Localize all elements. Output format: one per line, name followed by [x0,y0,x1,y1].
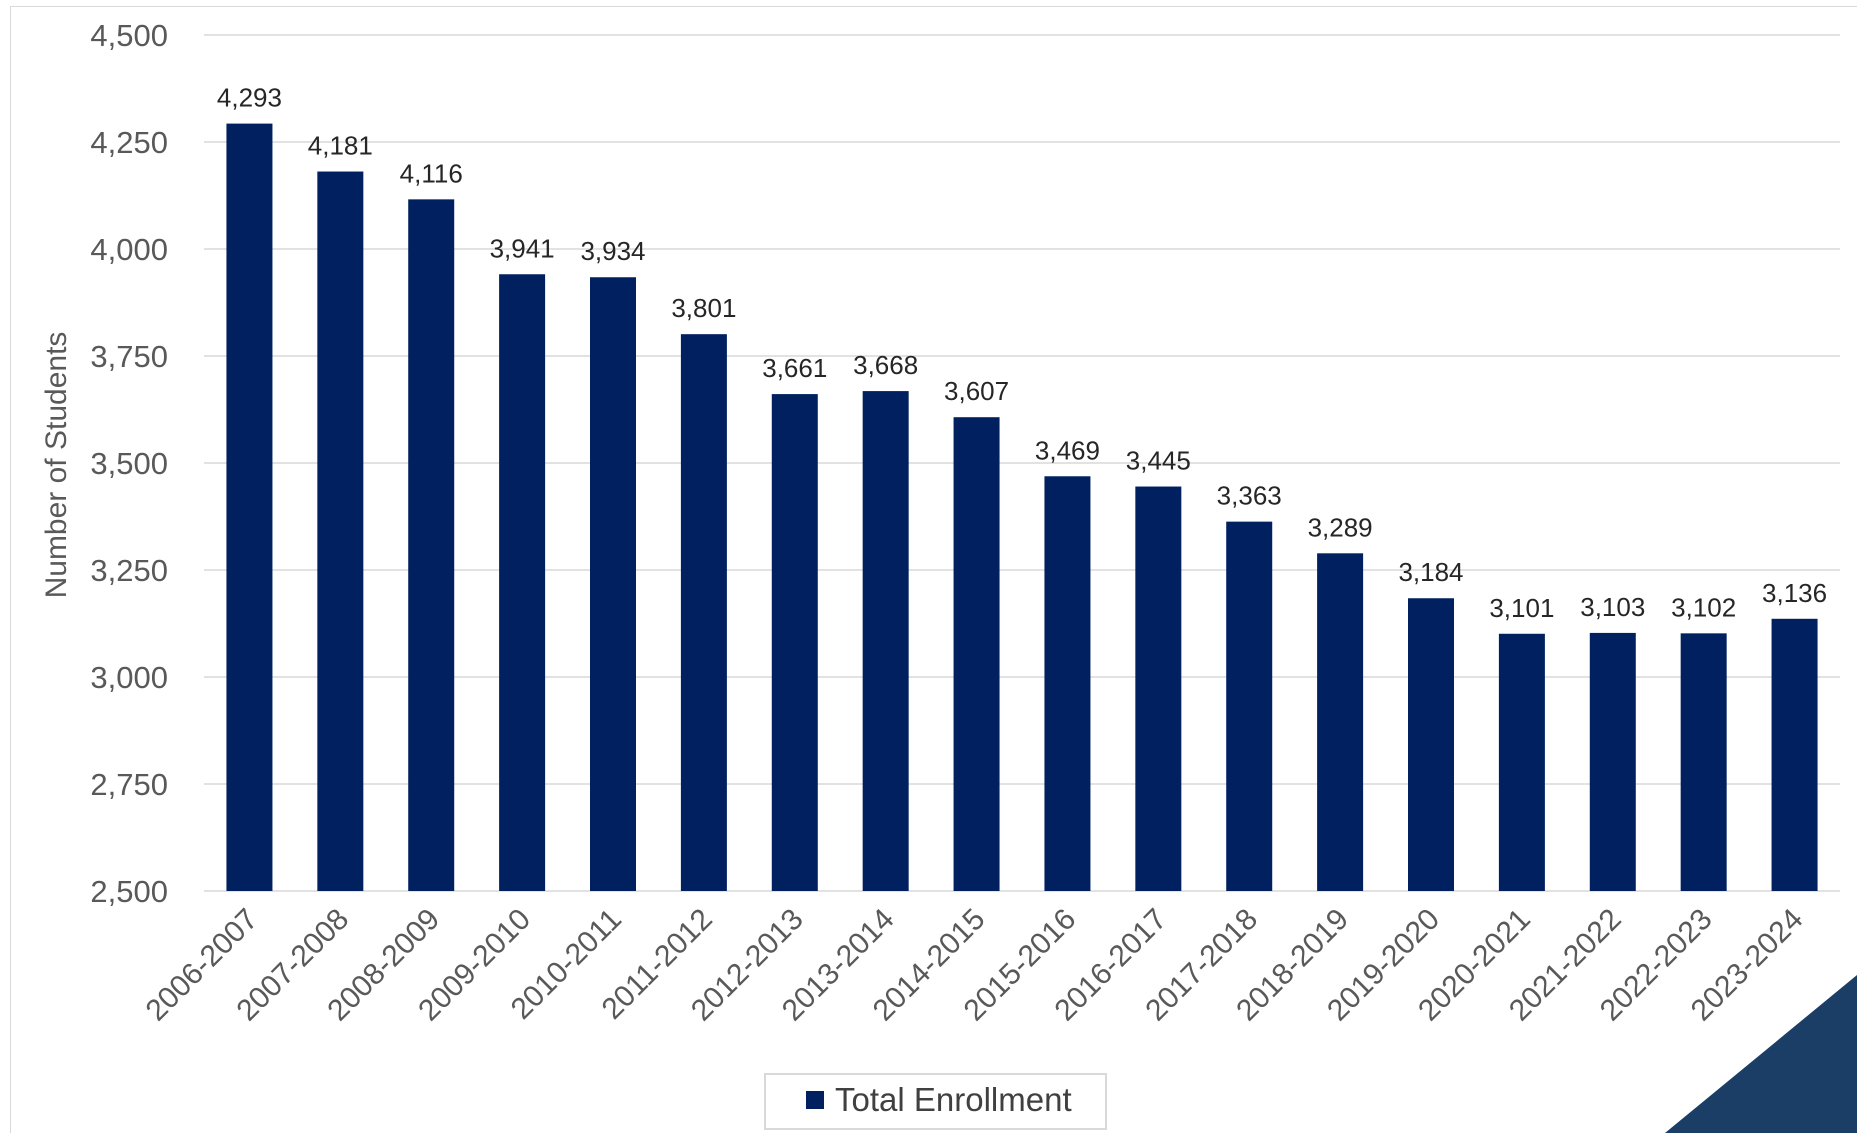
x-axis-ticks: 2006-20072007-20082008-20092009-20102010… [140,903,1810,1028]
bar [499,274,546,891]
data-label: 3,101 [1489,593,1554,623]
y-tick-label: 2,500 [90,874,168,909]
y-axis-title: Number of Students [40,332,73,599]
y-tick-label: 3,750 [90,339,168,374]
y-tick-label: 2,750 [90,767,168,802]
data-label: 3,469 [1035,435,1100,465]
data-label: 3,941 [490,233,555,263]
bar [1498,633,1545,891]
legend-label: Total Enrollment [835,1081,1072,1118]
gridlines [204,34,1840,892]
bar [771,394,818,891]
bar [680,334,727,891]
bar [1680,633,1727,891]
bar [1408,598,1454,891]
data-label: 3,136 [1762,578,1827,608]
y-tick-label: 4,250 [90,125,168,160]
bar [1044,476,1091,891]
bar [317,171,364,892]
y-tick-label: 3,250 [90,553,168,588]
bar [1317,553,1364,891]
bar [953,417,1000,891]
data-label: 3,363 [1217,481,1282,511]
data-label: 3,184 [1398,557,1463,587]
data-label: 4,116 [400,158,463,188]
data-label: 3,607 [944,376,1009,406]
corner-accent [1665,975,1857,1133]
bar [226,123,273,891]
y-axis-ticks: 2,500 2,750 3,000 3,250 3,500 3,750 4,000 4,250… [90,18,168,909]
data-label: 4,293 [217,83,282,113]
data-label: 3,661 [762,353,827,383]
bar [862,391,909,891]
bar [1771,618,1818,891]
bar [1135,486,1182,891]
data-label: 3,102 [1671,592,1736,622]
bar [590,277,636,891]
data-label: 3,668 [853,350,918,380]
y-tick-label: 4,500 [90,18,168,53]
y-tick-label: 3,000 [90,660,168,695]
data-labels: 4,293 4,181 4,116 3,941 3,934 3,801 3,661 3,668… [217,83,1827,623]
data-label: 3,289 [1308,512,1373,542]
bar [1226,521,1273,891]
legend-swatch [806,1091,824,1109]
data-label: 3,103 [1580,592,1645,622]
bar [408,199,455,892]
y-tick-label: 4,000 [90,232,168,267]
data-label: 3,801 [671,293,736,323]
y-tick-label: 3,500 [90,446,168,481]
chart-frame [10,6,1857,1133]
data-label: 4,181 [308,131,373,161]
bars [226,123,1818,892]
bar [1589,632,1636,891]
data-label: 3,445 [1126,446,1191,476]
data-label: 3,934 [580,236,645,266]
legend[interactable]: Total Enrollment [764,1073,1107,1130]
